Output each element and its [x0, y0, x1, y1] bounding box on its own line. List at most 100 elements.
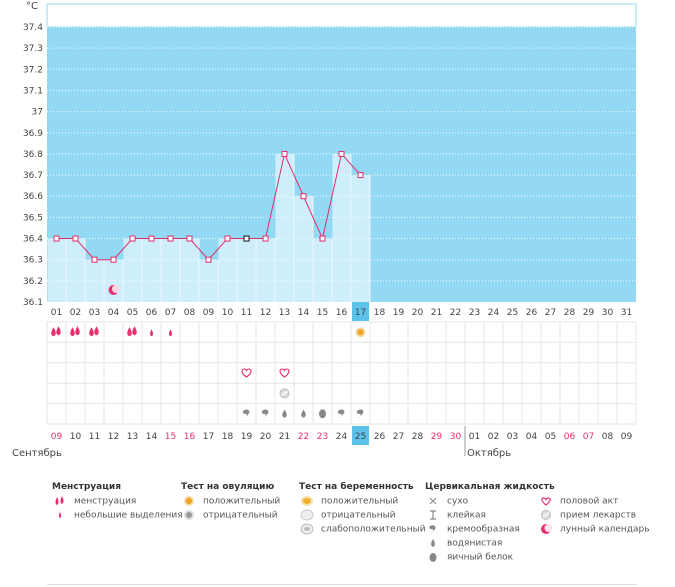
- date-label: 26: [374, 432, 386, 442]
- bbt-chart: 36.1 36.2 36.3 36.4 36.5 36.6 36.7 36.8 36.9 37 37…: [12, 1, 637, 459]
- temperature-bar: [237, 238, 256, 302]
- temperature-point: [167, 235, 174, 242]
- cycle-day-label: 31: [621, 308, 632, 318]
- cycle-day-label: 13: [279, 308, 290, 318]
- legend-ovulation-title: Тест на овуляцию: [181, 482, 275, 492]
- watery-drop-icon: [301, 409, 306, 418]
- drops-icon: [70, 327, 75, 337]
- legend-item-watery: водянистая: [425, 536, 555, 550]
- y-tick-label: 36.7: [23, 171, 43, 181]
- legend: Менструация менструация небольшие выделе…: [0, 480, 675, 580]
- legend-label: небольшие выделения: [74, 510, 183, 521]
- cycle-day-label: 18: [374, 308, 386, 318]
- legend-pregnancy: Тест на беременность положительный отриц…: [299, 480, 426, 536]
- legend-label: половой акт: [560, 496, 619, 507]
- cycle-day-label: 27: [545, 308, 556, 318]
- date-label: 21: [279, 432, 290, 442]
- eggwhite-icon: [319, 409, 326, 419]
- date-label: 05: [545, 432, 556, 442]
- date-label: 30: [450, 432, 462, 442]
- legend-item-sticky: клейкая: [425, 508, 555, 522]
- cycle-day-label: 06: [146, 308, 158, 318]
- cycle-day-label: 14: [298, 308, 310, 318]
- cycle-day-label: 24: [488, 308, 500, 318]
- temperature-point: [243, 235, 250, 242]
- date-label: 17: [203, 432, 214, 442]
- legend-other: половой акт прием лекарств лунный календ…: [538, 494, 650, 536]
- moon-icon: [538, 522, 554, 536]
- drop-icon: [169, 329, 172, 337]
- temperature-point: [110, 256, 117, 263]
- temperature-bar: [313, 238, 332, 302]
- month-label: Октябрь: [467, 448, 511, 459]
- y-tick-label: 37.3: [23, 44, 43, 54]
- date-label: 16: [184, 432, 196, 442]
- date-label: 09: [621, 432, 633, 442]
- temperature-point: [300, 193, 307, 200]
- date-label: 28: [412, 432, 424, 442]
- drops-icon: [52, 494, 68, 508]
- temperature-point: [72, 235, 79, 242]
- legend-item-medication: прием лекарств: [538, 508, 650, 522]
- legend-item-pregnancy-negative: отрицательный: [299, 508, 426, 522]
- legend-label: положительный: [203, 496, 281, 507]
- date-label: 07: [583, 432, 594, 442]
- temperature-point: [129, 235, 136, 242]
- temperature-point: [205, 256, 212, 263]
- temperature-bar: [199, 259, 218, 302]
- y-tick-label: 37: [32, 108, 43, 118]
- drops-icon: [132, 326, 137, 336]
- drops-icon: [56, 326, 61, 336]
- legend-cervical: Цервикальная жидкость сухо клейкая кремо…: [425, 480, 555, 564]
- drop-icon: [52, 508, 68, 522]
- legend-menstruation: Менструация менструация небольшие выделе…: [52, 480, 183, 522]
- grey-circle-icon: [181, 508, 197, 522]
- cycle-day-label: 19: [393, 308, 405, 318]
- cycle-day-label: 17: [355, 308, 366, 318]
- cycle-day-label: 05: [127, 308, 138, 318]
- legend-item-pregnancy-positive: положительный: [299, 494, 426, 508]
- legend-ovulation: Тест на овуляцию положительный отрицател…: [181, 480, 280, 522]
- legend-label: клейкая: [447, 510, 486, 521]
- legend-label: положительный: [321, 496, 399, 507]
- legend-label: сухо: [447, 496, 469, 507]
- legend-label: отрицательный: [203, 510, 278, 521]
- temperature-bar: [294, 196, 313, 302]
- temperature-bar: [218, 238, 237, 302]
- temperature-bar: [351, 175, 370, 302]
- date-label: 01: [469, 432, 480, 442]
- legend-label: водянистая: [447, 538, 503, 549]
- cycle-day-label: 12: [260, 308, 271, 318]
- temperature-bar: [256, 238, 275, 302]
- date-label: 18: [222, 432, 234, 442]
- temperature-bar: [85, 259, 104, 302]
- date-label: 09: [51, 432, 63, 442]
- temperature-bar: [123, 238, 142, 302]
- cycle-day-label: 04: [108, 308, 120, 318]
- pill-icon: [538, 508, 554, 522]
- date-label: 10: [70, 432, 82, 442]
- date-label: 06: [564, 432, 576, 442]
- y-tick-label: 36.5: [23, 213, 43, 223]
- temperature-point: [319, 235, 326, 242]
- date-label: 11: [89, 432, 100, 442]
- drops-icon: [94, 326, 99, 336]
- temperature-point: [262, 235, 269, 242]
- legend-pregnancy-title: Тест на беременность: [299, 482, 414, 492]
- cycle-day-label: 16: [336, 308, 348, 318]
- creamy-icon: [425, 522, 441, 536]
- date-label: 24: [336, 432, 348, 442]
- legend-item-spotting: небольшие выделения: [52, 508, 183, 522]
- legend-item-dry: сухо: [425, 494, 555, 508]
- heart-icon: [241, 368, 252, 378]
- cycle-day-label: 01: [51, 308, 62, 318]
- cycle-day-label: 28: [564, 308, 576, 318]
- cycle-day-label: 23: [469, 308, 480, 318]
- date-label: 27: [393, 432, 404, 442]
- temperature-bar: [47, 238, 66, 302]
- temperature-point: [91, 256, 98, 263]
- legend-item-creamy: кремообразная: [425, 522, 555, 536]
- date-label: 25: [355, 432, 366, 442]
- cycle-day-label: 26: [526, 308, 538, 318]
- eggwhite-icon: [425, 550, 441, 564]
